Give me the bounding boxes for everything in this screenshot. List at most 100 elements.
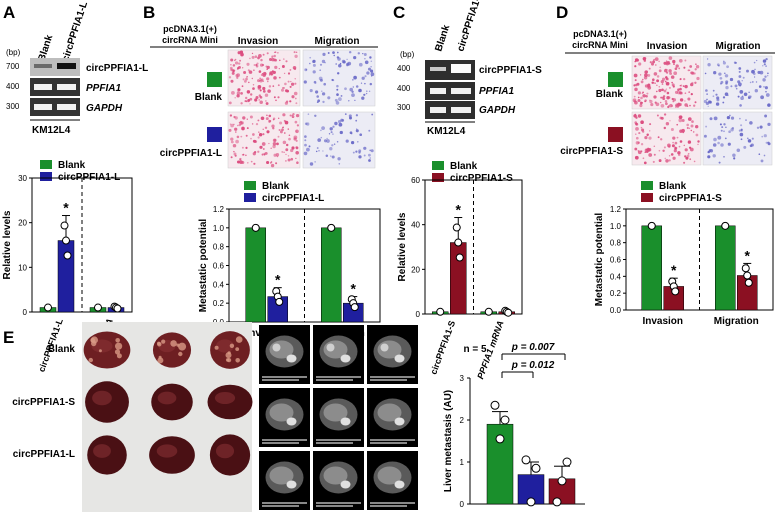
cell-stain — [257, 56, 260, 60]
mri-slice — [286, 354, 297, 363]
cell-stain — [712, 89, 715, 92]
cell-stain — [763, 63, 766, 66]
cell-stain — [679, 140, 683, 143]
cell-stain — [261, 142, 266, 146]
cell-stain — [685, 156, 689, 160]
pval-label: p = 0.012 — [511, 360, 555, 371]
y-tick-label: 0.0 — [610, 306, 622, 315]
cell-stain — [239, 59, 242, 62]
cell-stain — [640, 120, 644, 125]
cell-stain — [684, 155, 687, 158]
cell-stain — [257, 86, 261, 90]
cell-stain — [249, 103, 251, 105]
cell-stain — [370, 69, 374, 73]
cell-stain — [633, 114, 637, 118]
data-point — [113, 304, 122, 313]
y-tick-label: 0.2 — [213, 299, 225, 308]
mri-slice — [316, 442, 353, 444]
cell-stain — [686, 126, 689, 130]
cell-stain — [720, 143, 724, 147]
mri-slice — [262, 505, 299, 507]
cell-stain — [251, 77, 253, 80]
cell-stain — [672, 98, 677, 102]
cell-stain — [327, 96, 331, 100]
cell-stain — [762, 65, 764, 67]
cell-stain — [659, 66, 661, 69]
cell-stain — [352, 151, 355, 154]
metastatic-nodule — [214, 345, 219, 350]
row-label-blank: Blank — [596, 89, 624, 100]
panel-d: D pcDNA3.1(+) circRNA Mini Invasion Migr… — [556, 3, 775, 327]
cell-stain — [720, 80, 724, 84]
cell-stain — [321, 90, 323, 92]
cell-stain — [688, 69, 691, 72]
cell-stain — [287, 128, 290, 130]
cell-stain — [691, 120, 694, 123]
cell-stain — [353, 55, 357, 60]
cell-stain — [295, 102, 298, 105]
cell-stain — [239, 160, 243, 164]
cell-stain — [304, 135, 307, 138]
cell-stain — [308, 145, 311, 148]
cell-stain — [309, 56, 312, 59]
cell-stain — [657, 136, 660, 139]
cell-stain — [293, 137, 297, 141]
mri-slice — [262, 376, 307, 378]
cell-stain — [633, 84, 636, 87]
data-point — [327, 223, 336, 232]
cell-stain — [648, 136, 652, 140]
cell-stain — [245, 77, 248, 81]
y-axis-label: Relative levels — [397, 212, 408, 281]
cell-stain — [656, 75, 660, 78]
cell-stain — [368, 153, 371, 157]
cell-stain — [739, 90, 744, 94]
cell-stain — [667, 143, 671, 148]
cell-stain — [295, 130, 297, 132]
cell-stain — [707, 155, 711, 159]
lane-label-circ-l: circPPFIA1-L — [60, 0, 90, 63]
cell-stain — [290, 157, 294, 161]
cell-stain — [312, 63, 316, 67]
liver-sample — [157, 391, 177, 405]
cell-stain — [640, 80, 644, 84]
cell-stain — [725, 82, 728, 85]
cell-stain — [765, 93, 770, 97]
panel-b: B pcDNA3.1(+) circRNA Mini Invasion Migr… — [143, 3, 381, 339]
cell-stain — [646, 148, 651, 152]
cell-stain — [634, 60, 636, 63]
cell-stain — [634, 87, 638, 92]
cell-stain — [668, 86, 671, 89]
cell-stain — [336, 72, 340, 75]
cell-stain — [273, 54, 276, 58]
cell-stain — [666, 61, 670, 65]
y-tick-label: 30 — [18, 174, 27, 183]
cell-stain — [282, 113, 286, 117]
cell-stain — [363, 93, 366, 96]
cell-stain — [277, 135, 280, 138]
cell-stain — [364, 57, 366, 60]
cell-stain — [686, 154, 690, 158]
cell-stain — [678, 58, 683, 63]
cell-stain — [252, 133, 255, 136]
cell-stain — [368, 129, 371, 132]
cell-stain — [725, 126, 727, 128]
cell-stain — [295, 113, 300, 118]
cell-stain — [242, 67, 244, 69]
cell-stain — [765, 65, 767, 67]
data-point — [647, 221, 656, 230]
cell-stain — [234, 127, 238, 131]
y-axis-label: Metastatic potential — [594, 213, 605, 307]
cell-stain — [660, 79, 664, 84]
cell-stain — [742, 76, 745, 79]
cell-stain — [335, 63, 338, 65]
cell-stain — [636, 58, 640, 62]
mri-slice — [316, 505, 353, 507]
cell-stain — [370, 149, 374, 153]
cell-stain — [285, 143, 289, 147]
cell-stain — [254, 98, 258, 102]
cell-stain — [690, 71, 694, 75]
cell-stain — [354, 99, 356, 102]
cell-stain — [749, 81, 752, 84]
cell-stain — [684, 92, 687, 95]
cell-stain — [749, 121, 753, 125]
